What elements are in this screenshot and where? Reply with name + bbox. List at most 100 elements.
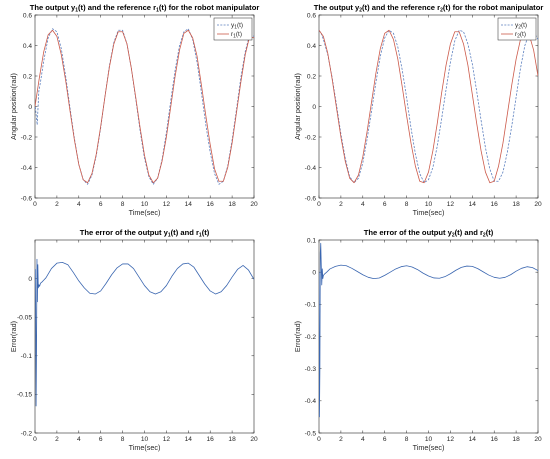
x-tick-label: 4 (361, 201, 365, 208)
chart-title: The error of the output y2(t) and r2(t) (364, 228, 494, 239)
legend: y1(t)r1(t) (213, 17, 253, 41)
x-tick-label: 12 (163, 436, 171, 443)
x-tick-label: 6 (99, 201, 103, 208)
x-tick-label: 8 (121, 436, 125, 443)
x-tick-label: 8 (405, 436, 409, 443)
legend-box (213, 17, 253, 41)
chart-3: The error of the output y1(t) and r1(t) 0… (9, 228, 258, 452)
x-tick-label: 12 (163, 201, 171, 208)
x-tick-label: 10 (425, 201, 433, 208)
x-tick-label: 16 (207, 436, 215, 443)
series-line-1 (319, 29, 538, 184)
y-tick-label: -0.2 (21, 134, 33, 141)
y-tick-label: 0 (312, 104, 316, 111)
x-tick-label: 10 (425, 436, 433, 443)
x-tick-label: 2 (55, 201, 59, 208)
x-tick-label: 16 (207, 201, 215, 208)
series-group (35, 258, 254, 407)
y-tick-label: 0.2 (23, 73, 32, 80)
series-group (319, 242, 538, 418)
chart-2: The output y2(t) and the reference r2(t)… (293, 3, 543, 217)
x-tick-label: 12 (447, 436, 455, 443)
x-tick-label: 0 (33, 436, 37, 443)
y-tick-label: -0.1 (21, 353, 33, 360)
x-axis-label: Time(sec) (413, 443, 445, 452)
y-tick-label: -0.15 (17, 392, 32, 399)
legend-entry: r2(t) (515, 31, 526, 39)
x-tick-label: 0 (317, 201, 321, 208)
y-tick-label: -0.2 (305, 334, 317, 341)
x-axis-label: Time(sec) (129, 443, 161, 452)
chart-4: The error of the output y2(t) and r2(t) 0… (293, 228, 542, 452)
x-tick-label: 4 (77, 201, 81, 208)
x-tick-label: 14 (469, 436, 477, 443)
y-tick-label: 0 (28, 104, 32, 111)
x-tick-label: 14 (469, 201, 477, 208)
y-tick-label: -0.6 (305, 195, 317, 202)
series-group (319, 29, 538, 184)
y-tick-label: 0 (312, 269, 316, 276)
plot-area (34, 14, 255, 199)
x-tick-label: 6 (99, 436, 103, 443)
y-tick-label: 0.6 (23, 12, 32, 19)
y-tick-label: 0.4 (307, 43, 316, 50)
y-tick-label: 0.6 (307, 12, 316, 19)
y-tick-label: 0.4 (23, 43, 32, 50)
y-tick-label: 0.1 (307, 237, 316, 244)
y-tick-label: -0.4 (305, 165, 317, 172)
y-tick-label: -0.4 (21, 165, 33, 172)
x-tick-label: 0 (317, 436, 321, 443)
chart-1: The output y1(t) and the reference r1(t)… (9, 3, 259, 217)
x-tick-label: 10 (141, 436, 149, 443)
x-axis-label: Time(sec) (413, 208, 445, 217)
y-tick-label: 0 (28, 276, 32, 283)
y-tick-label: -0.2 (305, 134, 317, 141)
series-group (35, 28, 254, 185)
y-axis-label: Error(rad) (293, 321, 302, 352)
x-tick-label: 16 (491, 201, 499, 208)
x-tick-label: 20 (534, 201, 542, 208)
y-tick-label: -0.3 (305, 366, 317, 373)
x-tick-label: 8 (405, 201, 409, 208)
series-line-1 (35, 258, 254, 407)
y-axis-label: Angular position(rad) (9, 73, 18, 140)
y-tick-label: 0.2 (307, 73, 316, 80)
chart-title: The error of the output y1(t) and r1(t) (80, 228, 210, 239)
x-tick-label: 16 (491, 436, 499, 443)
x-tick-label: 2 (339, 436, 343, 443)
x-tick-label: 12 (447, 201, 455, 208)
legend: y2(t)r2(t) (497, 17, 537, 41)
y-tick-label: -0.1 (305, 302, 317, 309)
y-axis-label: Angular position(rad) (293, 73, 302, 140)
chart-title: The output y2(t) and the reference r2(t)… (314, 3, 544, 14)
x-tick-label: 14 (185, 201, 193, 208)
series-line-2 (319, 29, 538, 184)
y-axis-label: Error(rad) (9, 321, 18, 352)
x-axis-label: Time(sec) (129, 208, 161, 217)
y-tick-label: -0.4 (305, 398, 317, 405)
y-tick-label: -0.6 (21, 195, 33, 202)
plot-area (34, 239, 255, 434)
plot-area (318, 14, 539, 199)
legend-box (497, 17, 537, 41)
x-tick-label: 2 (339, 201, 343, 208)
y-tick-label: -0.5 (305, 430, 317, 437)
x-tick-label: 14 (185, 436, 193, 443)
y-tick-label: -0.05 (17, 315, 32, 322)
legend-entry: y1(t) (231, 22, 243, 30)
chart-title: The output y1(t) and the reference r1(t)… (30, 3, 260, 14)
plot-area (318, 239, 539, 434)
legend-entry: y2(t) (515, 22, 527, 30)
x-tick-label: 6 (383, 201, 387, 208)
x-tick-label: 20 (534, 436, 542, 443)
x-tick-label: 18 (228, 436, 236, 443)
x-tick-label: 4 (361, 436, 365, 443)
x-tick-label: 6 (383, 436, 387, 443)
x-tick-label: 20 (250, 201, 258, 208)
x-tick-label: 4 (77, 436, 81, 443)
x-tick-label: 10 (141, 201, 149, 208)
y-tick-label: -0.2 (21, 430, 33, 437)
x-tick-label: 18 (228, 201, 236, 208)
x-tick-label: 2 (55, 436, 59, 443)
